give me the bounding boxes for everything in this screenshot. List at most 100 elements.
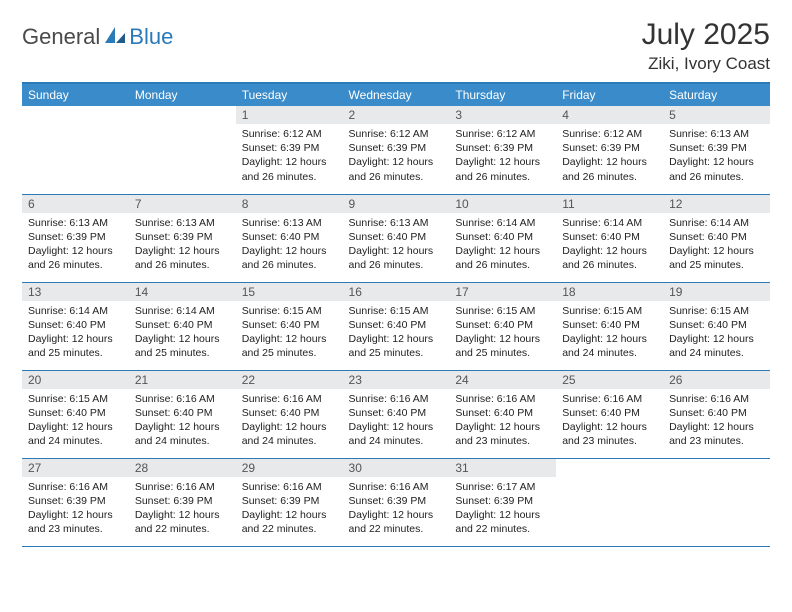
day-details: Sunrise: 6:15 AMSunset: 6:40 PMDaylight:… [343,301,450,365]
calendar-row: 27Sunrise: 6:16 AMSunset: 6:39 PMDayligh… [22,458,770,546]
day-number: 30 [343,459,450,477]
calendar-body: 1Sunrise: 6:12 AMSunset: 6:39 PMDaylight… [22,106,770,546]
calendar-head: SundayMondayTuesdayWednesdayThursdayFrid… [22,83,770,106]
day-details: Sunrise: 6:16 AMSunset: 6:40 PMDaylight:… [129,389,236,453]
logo-text-blue: Blue [129,24,173,50]
day-number: 31 [449,459,556,477]
calendar-cell: 31Sunrise: 6:17 AMSunset: 6:39 PMDayligh… [449,458,556,546]
day-details: Sunrise: 6:13 AMSunset: 6:39 PMDaylight:… [663,124,770,188]
day-number: 15 [236,283,343,301]
calendar-page: General Blue July 2025 Ziki, Ivory Coast… [0,0,792,565]
location: Ziki, Ivory Coast [642,54,770,74]
day-header: Monday [129,83,236,106]
day-number: 8 [236,195,343,213]
calendar-cell: 28Sunrise: 6:16 AMSunset: 6:39 PMDayligh… [129,458,236,546]
day-header: Thursday [449,83,556,106]
calendar-cell: 25Sunrise: 6:16 AMSunset: 6:40 PMDayligh… [556,370,663,458]
calendar-cell: 4Sunrise: 6:12 AMSunset: 6:39 PMDaylight… [556,106,663,194]
logo-sail-icon [103,25,127,45]
calendar-cell: 15Sunrise: 6:15 AMSunset: 6:40 PMDayligh… [236,282,343,370]
day-number: 11 [556,195,663,213]
calendar-cell: 17Sunrise: 6:15 AMSunset: 6:40 PMDayligh… [449,282,556,370]
day-details: Sunrise: 6:13 AMSunset: 6:40 PMDaylight:… [343,213,450,277]
day-details: Sunrise: 6:12 AMSunset: 6:39 PMDaylight:… [236,124,343,188]
day-number: 4 [556,106,663,124]
day-number: 20 [22,371,129,389]
day-details: Sunrise: 6:16 AMSunset: 6:39 PMDaylight:… [22,477,129,541]
day-details: Sunrise: 6:13 AMSunset: 6:40 PMDaylight:… [236,213,343,277]
calendar-cell: 2Sunrise: 6:12 AMSunset: 6:39 PMDaylight… [343,106,450,194]
day-number: 6 [22,195,129,213]
day-number: 27 [22,459,129,477]
day-number: 2 [343,106,450,124]
day-number: 13 [22,283,129,301]
day-header: Tuesday [236,83,343,106]
calendar-cell: 6Sunrise: 6:13 AMSunset: 6:39 PMDaylight… [22,194,129,282]
calendar-row: 13Sunrise: 6:14 AMSunset: 6:40 PMDayligh… [22,282,770,370]
day-header-row: SundayMondayTuesdayWednesdayThursdayFrid… [22,83,770,106]
day-details: Sunrise: 6:16 AMSunset: 6:40 PMDaylight:… [556,389,663,453]
day-number: 10 [449,195,556,213]
header: General Blue July 2025 Ziki, Ivory Coast [22,18,770,74]
day-details: Sunrise: 6:16 AMSunset: 6:39 PMDaylight:… [129,477,236,541]
calendar-cell: 21Sunrise: 6:16 AMSunset: 6:40 PMDayligh… [129,370,236,458]
calendar-cell: 19Sunrise: 6:15 AMSunset: 6:40 PMDayligh… [663,282,770,370]
day-number: 16 [343,283,450,301]
day-header: Wednesday [343,83,450,106]
calendar-cell: 24Sunrise: 6:16 AMSunset: 6:40 PMDayligh… [449,370,556,458]
day-details: Sunrise: 6:16 AMSunset: 6:39 PMDaylight:… [343,477,450,541]
day-number: 1 [236,106,343,124]
day-details: Sunrise: 6:17 AMSunset: 6:39 PMDaylight:… [449,477,556,541]
calendar-cell: 8Sunrise: 6:13 AMSunset: 6:40 PMDaylight… [236,194,343,282]
day-number: 18 [556,283,663,301]
calendar-cell: 23Sunrise: 6:16 AMSunset: 6:40 PMDayligh… [343,370,450,458]
day-details: Sunrise: 6:16 AMSunset: 6:40 PMDaylight:… [449,389,556,453]
day-number: 23 [343,371,450,389]
calendar-cell: 29Sunrise: 6:16 AMSunset: 6:39 PMDayligh… [236,458,343,546]
day-details: Sunrise: 6:12 AMSunset: 6:39 PMDaylight:… [343,124,450,188]
calendar-cell: 14Sunrise: 6:14 AMSunset: 6:40 PMDayligh… [129,282,236,370]
calendar-cell: 7Sunrise: 6:13 AMSunset: 6:39 PMDaylight… [129,194,236,282]
day-number: 19 [663,283,770,301]
day-details: Sunrise: 6:15 AMSunset: 6:40 PMDaylight:… [663,301,770,365]
day-number: 12 [663,195,770,213]
day-details: Sunrise: 6:15 AMSunset: 6:40 PMDaylight:… [556,301,663,365]
day-details: Sunrise: 6:14 AMSunset: 6:40 PMDaylight:… [449,213,556,277]
day-number: 21 [129,371,236,389]
day-details: Sunrise: 6:12 AMSunset: 6:39 PMDaylight:… [556,124,663,188]
logo: General Blue [22,18,173,50]
day-details: Sunrise: 6:16 AMSunset: 6:40 PMDaylight:… [343,389,450,453]
month-title: July 2025 [642,18,770,52]
day-number: 7 [129,195,236,213]
day-header: Saturday [663,83,770,106]
day-number: 25 [556,371,663,389]
day-number: 3 [449,106,556,124]
calendar-cell: 22Sunrise: 6:16 AMSunset: 6:40 PMDayligh… [236,370,343,458]
day-header: Sunday [22,83,129,106]
calendar-cell: 1Sunrise: 6:12 AMSunset: 6:39 PMDaylight… [236,106,343,194]
day-header: Friday [556,83,663,106]
calendar-cell: 18Sunrise: 6:15 AMSunset: 6:40 PMDayligh… [556,282,663,370]
day-details: Sunrise: 6:14 AMSunset: 6:40 PMDaylight:… [22,301,129,365]
day-number: 28 [129,459,236,477]
day-details: Sunrise: 6:15 AMSunset: 6:40 PMDaylight:… [236,301,343,365]
day-number: 22 [236,371,343,389]
day-details: Sunrise: 6:14 AMSunset: 6:40 PMDaylight:… [129,301,236,365]
calendar-cell: 20Sunrise: 6:15 AMSunset: 6:40 PMDayligh… [22,370,129,458]
day-details: Sunrise: 6:16 AMSunset: 6:40 PMDaylight:… [663,389,770,453]
day-details: Sunrise: 6:15 AMSunset: 6:40 PMDaylight:… [449,301,556,365]
day-number: 26 [663,371,770,389]
calendar-cell: 11Sunrise: 6:14 AMSunset: 6:40 PMDayligh… [556,194,663,282]
calendar-cell-empty [663,458,770,546]
day-number: 14 [129,283,236,301]
calendar-cell: 16Sunrise: 6:15 AMSunset: 6:40 PMDayligh… [343,282,450,370]
calendar-cell-empty [556,458,663,546]
calendar-cell: 27Sunrise: 6:16 AMSunset: 6:39 PMDayligh… [22,458,129,546]
day-details: Sunrise: 6:14 AMSunset: 6:40 PMDaylight:… [556,213,663,277]
calendar-row: 1Sunrise: 6:12 AMSunset: 6:39 PMDaylight… [22,106,770,194]
calendar-cell: 30Sunrise: 6:16 AMSunset: 6:39 PMDayligh… [343,458,450,546]
calendar-cell: 9Sunrise: 6:13 AMSunset: 6:40 PMDaylight… [343,194,450,282]
day-number: 9 [343,195,450,213]
calendar-cell: 5Sunrise: 6:13 AMSunset: 6:39 PMDaylight… [663,106,770,194]
calendar-row: 6Sunrise: 6:13 AMSunset: 6:39 PMDaylight… [22,194,770,282]
